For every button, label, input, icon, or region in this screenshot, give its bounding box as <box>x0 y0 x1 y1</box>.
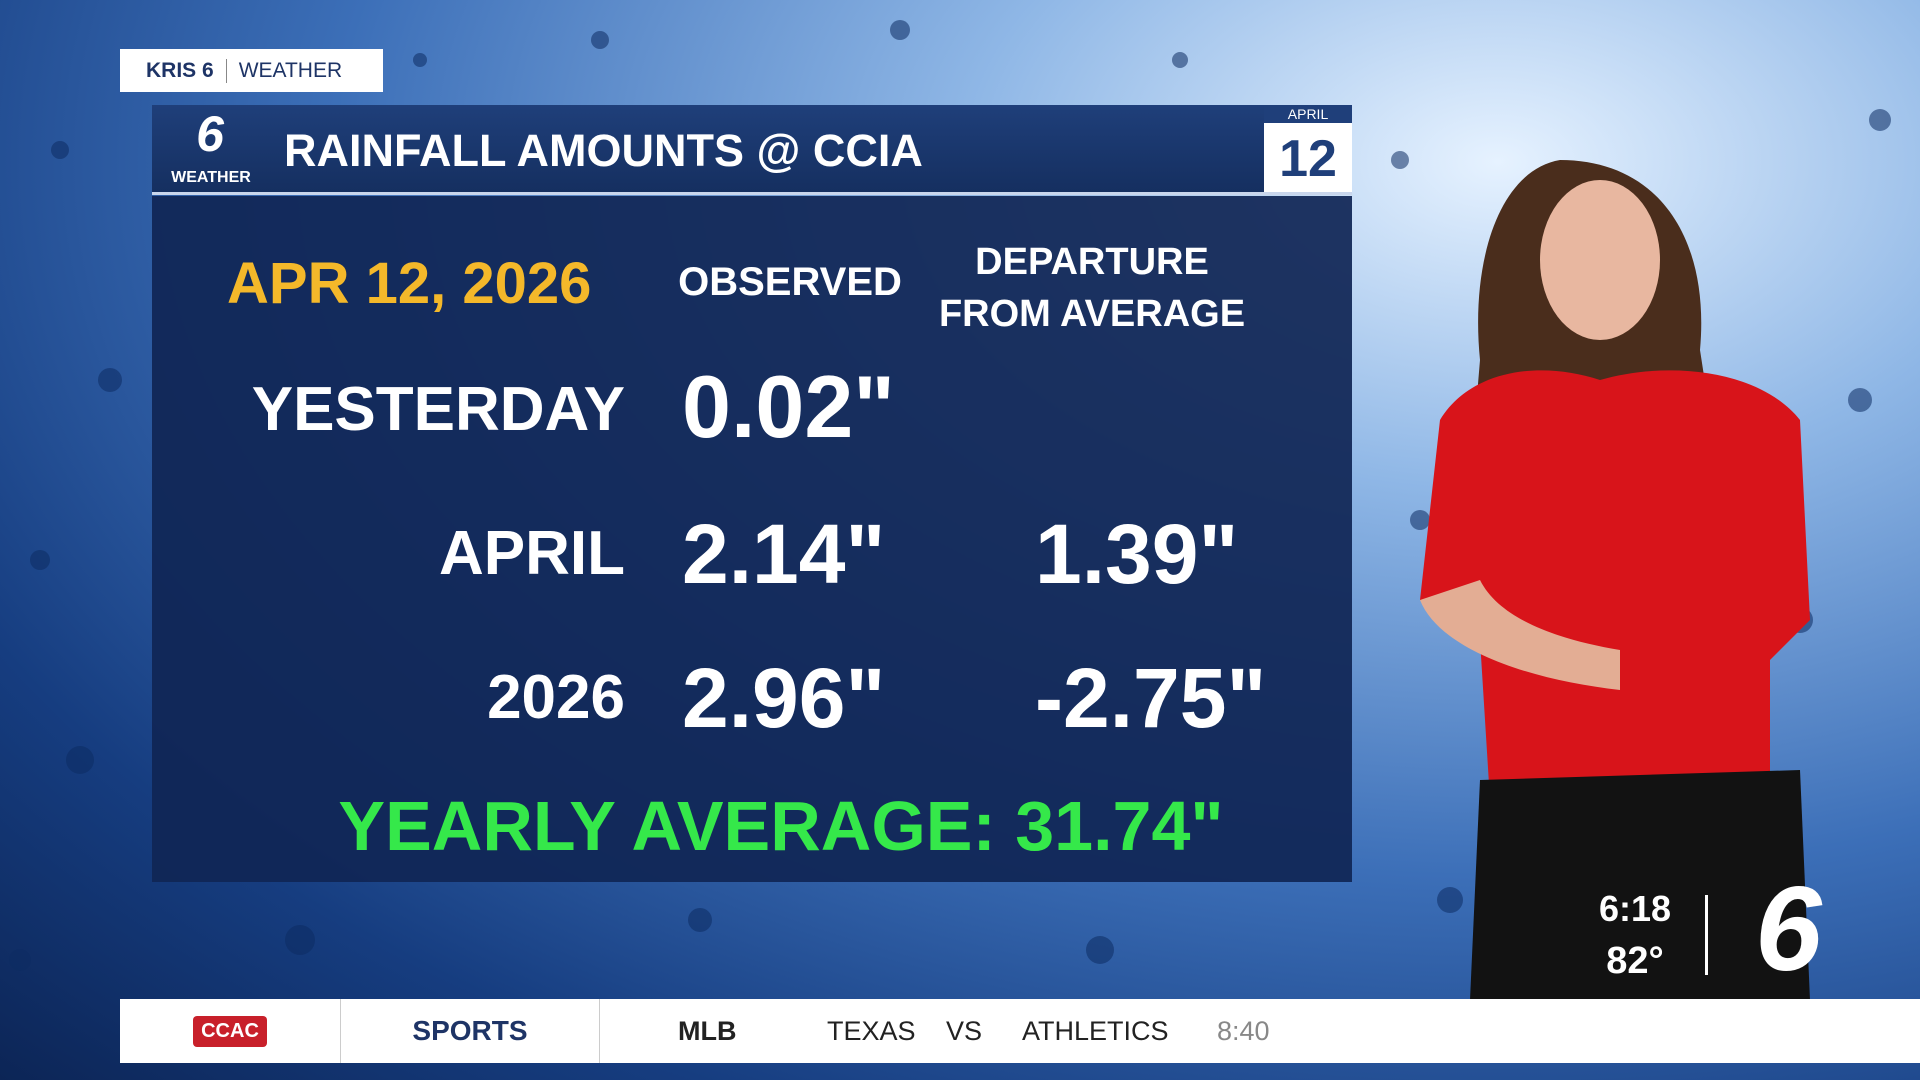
divider <box>225 58 227 83</box>
team: TEXAS <box>827 1015 916 1046</box>
table-date: APR 12, 2026 <box>227 251 592 316</box>
clock-temp: 82° <box>1606 940 1664 982</box>
presenter <box>1420 160 1810 1000</box>
row-label: YESTERDAY <box>251 375 625 444</box>
date-badge: APRIL 12 <box>1264 105 1352 195</box>
clock-time: 6:18 <box>1598 888 1672 929</box>
badge-month: APRIL <box>1264 105 1352 123</box>
yearly-average: YEARLY AVERAGE: 31.74" <box>338 787 1224 865</box>
versus: VS <box>946 1015 983 1046</box>
ticker: CCAC SPORTS MLB TEXAS VS ATHLETICS 8:40 <box>120 999 1920 1063</box>
divider <box>1705 895 1708 975</box>
team: ATHLETICS <box>1022 1015 1169 1046</box>
column-header: DEPARTURE FROM AVERAGE <box>938 241 1246 335</box>
departure: 1.39" <box>1035 507 1239 601</box>
title: RAINFALL AMOUNTS @ CCIA <box>284 125 923 176</box>
badge-day: 12 <box>1279 130 1337 188</box>
brand-tab: KRIS 6 WEATHER <box>120 49 383 92</box>
observed: 2.96" <box>682 651 886 745</box>
brand: KRIS 6 <box>146 58 214 82</box>
logo-label: WEATHER <box>171 169 251 186</box>
observed: 0.02" <box>682 357 895 456</box>
logo-number: 6 <box>196 106 224 162</box>
title-bar: 6 WEATHER RAINFALL AMOUNTS @ CCIA <box>152 105 1264 195</box>
section: WEATHER <box>238 58 343 82</box>
category: SPORTS <box>412 1015 528 1046</box>
rainfall-panel: APR 12, 2026 OBSERVED DEPARTURE FROM AVE… <box>152 196 1352 882</box>
column-header: OBSERVED <box>678 260 902 304</box>
sponsor-label: CCAC <box>193 1015 267 1047</box>
station-logo: 6 <box>1755 862 1822 996</box>
row-label: APRIL <box>439 519 625 588</box>
observed: 2.14" <box>682 507 886 601</box>
departure: -2.75" <box>1035 651 1267 745</box>
sponsor: CCAC <box>120 999 341 1063</box>
game-time: 8:40 <box>1217 1015 1270 1046</box>
ticker-category: SPORTS <box>341 999 600 1063</box>
row-label: 2026 <box>487 663 625 732</box>
league: MLB <box>678 1015 737 1046</box>
